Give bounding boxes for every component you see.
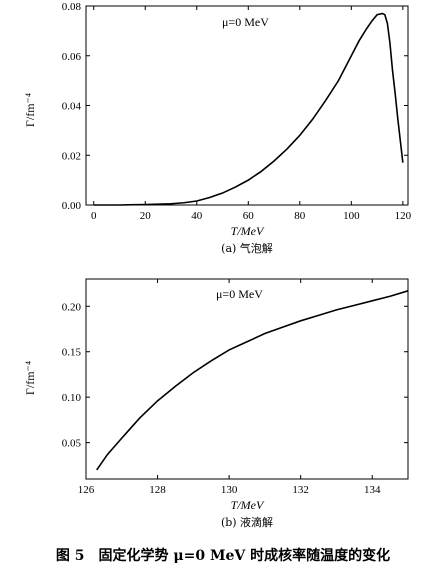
panel-a-subcaption: (a) 气泡解	[221, 241, 273, 255]
panel-a-frame	[85, 5, 409, 206]
panel-b-x-axis-label: T/MeV	[231, 498, 265, 512]
x-tick-label: 126	[78, 484, 95, 496]
panel-a-x-axis-label: T/MeV	[231, 224, 265, 238]
y-tick-label: 0.08	[62, 1, 82, 13]
panel-b-annotation: μ=0 MeV	[216, 287, 263, 301]
x-tick-label: 20	[140, 210, 152, 222]
y-tick-label: 0.15	[62, 347, 82, 359]
panel-a-ticks: 0 20 40 60 80 100 120 0.00 0.02 0.04 0.06 0.08	[62, 1, 412, 222]
panel-b-subcaption: (b) 液滴解	[221, 515, 273, 529]
x-tick-label: 80	[294, 210, 306, 222]
panel-a-y-axis-label: Γ/fm⁻⁴	[23, 93, 37, 127]
y-tick-label: 0.05	[62, 438, 82, 450]
y-tick-label: 0.10	[62, 392, 82, 404]
x-tick-label: 40	[191, 210, 203, 222]
y-tick-label: 0.02	[62, 150, 81, 162]
panel-a: 0 20 40 60 80 100 120 0.00 0.02 0.04 0.06 0.08 μ=0 …	[23, 1, 412, 255]
y-tick-label: 0.06	[62, 51, 82, 63]
panel-b-y-axis-label: Γ/fm⁻⁴	[23, 361, 37, 395]
y-tick-label: 0.00	[62, 200, 82, 212]
x-tick-label: 130	[221, 484, 238, 496]
panel-b-ticks: 126 128 130 132 134 0.05 0.10 0.15 0.20	[62, 279, 408, 496]
figure-caption: 图 5 固定化学势 μ=0 MeV 时成核率随温度的变化	[56, 547, 390, 564]
x-tick-label: 128	[149, 484, 166, 496]
x-tick-label: 60	[243, 210, 255, 222]
y-tick-label: 0.04	[62, 101, 82, 113]
y-tick-label: 0.20	[62, 301, 82, 313]
x-tick-label: 100	[343, 210, 360, 222]
x-tick-label: 132	[292, 484, 309, 496]
x-tick-label: 120	[395, 210, 412, 222]
panel-b-series-line	[96, 290, 409, 471]
panel-a-annotation: μ=0 MeV	[222, 15, 269, 29]
x-tick-label: 134	[364, 484, 381, 496]
panel-b-frame	[85, 278, 409, 480]
panel-a-series-line	[93, 12, 404, 206]
x-tick-label: 0	[91, 210, 97, 222]
